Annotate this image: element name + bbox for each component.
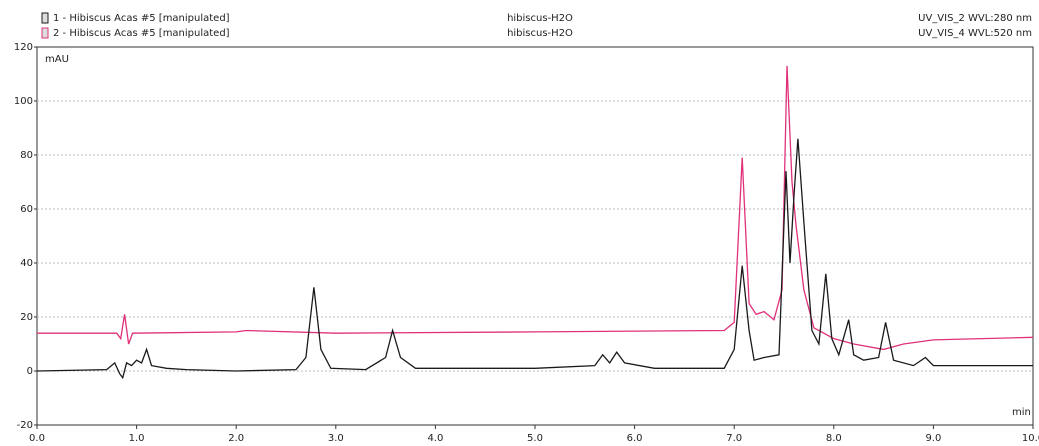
x-axis-label: min [1012, 407, 1031, 418]
legend-entry: 1 - Hibiscus Acas #5 [manipulated] [53, 13, 230, 24]
x-tick-label: 3.0 [328, 433, 344, 444]
legend-icon [41, 27, 49, 39]
y-axis-label: mAU [45, 54, 69, 65]
series-line [37, 65, 1034, 351]
series-line [36, 138, 1033, 380]
y-tick-label: 100 [14, 96, 33, 107]
y-tick-label: 20 [20, 312, 33, 323]
y-tick-label: 60 [20, 204, 33, 215]
x-tick-label: 0.0 [29, 433, 45, 444]
sample-name: hibiscus-H2O [507, 28, 573, 39]
x-tick-label: 10.0 [1022, 433, 1039, 444]
x-tick-label: 1.0 [129, 433, 145, 444]
y-tick-label: 80 [20, 150, 33, 161]
y-tick-label: 40 [20, 258, 33, 269]
x-tick-label: 7.0 [726, 433, 742, 444]
legend-entry: 2 - Hibiscus Acas #5 [manipulated] [53, 28, 230, 39]
x-tick-label: 2.0 [228, 433, 244, 444]
legend-icon [41, 12, 49, 24]
x-tick-label: 5.0 [527, 433, 543, 444]
y-tick-label: 120 [14, 42, 33, 53]
y-tick-label: 0 [27, 366, 33, 377]
detector-label: UV_VIS_2 WVL:280 nm [918, 13, 1032, 24]
detector-label: UV_VIS_4 WVL:520 nm [918, 28, 1032, 39]
y-tick-label: -20 [17, 420, 33, 431]
x-tick-label: 4.0 [427, 433, 443, 444]
x-tick-label: 6.0 [627, 433, 643, 444]
x-tick-label: 8.0 [826, 433, 842, 444]
x-tick-label: 9.0 [925, 433, 941, 444]
sample-name: hibiscus-H2O [507, 13, 573, 24]
